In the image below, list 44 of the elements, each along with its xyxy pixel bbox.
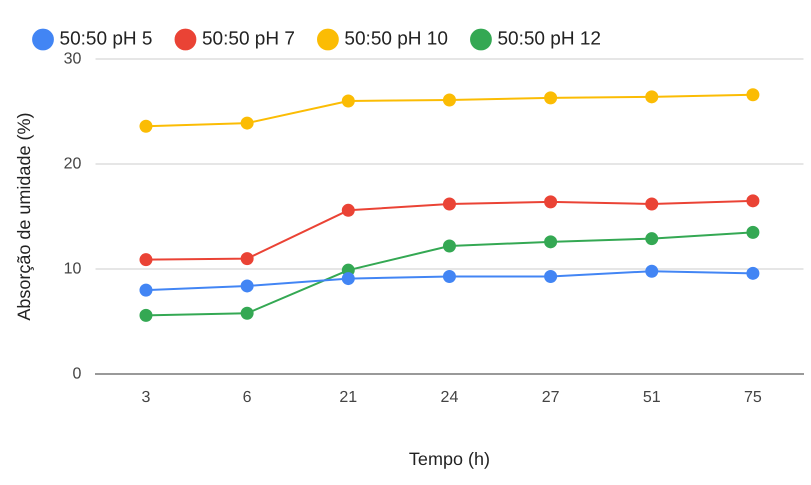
point bbox=[139, 308, 152, 322]
legend-label: 50:50 pH 5 bbox=[60, 28, 152, 50]
point bbox=[442, 197, 456, 210]
y-tick-label: 0 bbox=[72, 366, 82, 383]
point bbox=[442, 240, 456, 253]
point bbox=[342, 272, 355, 286]
point bbox=[240, 252, 254, 266]
x-tick-label: 75 bbox=[744, 389, 762, 406]
point bbox=[139, 253, 152, 266]
point bbox=[645, 197, 658, 210]
point bbox=[240, 116, 254, 130]
x-tick-label: 27 bbox=[542, 389, 560, 406]
point bbox=[746, 226, 760, 239]
point bbox=[139, 284, 152, 297]
point bbox=[746, 194, 760, 208]
point bbox=[342, 94, 355, 108]
y-tick-label: 20 bbox=[64, 155, 82, 172]
x-tick-label: 3 bbox=[142, 389, 151, 406]
point bbox=[442, 93, 456, 106]
x-tick-label: 21 bbox=[339, 389, 358, 406]
point bbox=[139, 120, 152, 133]
y-tick-label: 10 bbox=[64, 260, 82, 278]
y-axis-title: Absorção de umidade (%) bbox=[14, 112, 34, 321]
legend-label: 50:50 pH 7 bbox=[202, 28, 295, 50]
x-axis-title: Tempo (h) bbox=[408, 449, 490, 470]
point bbox=[544, 235, 558, 248]
x-tick-label: 24 bbox=[440, 389, 458, 406]
point bbox=[746, 266, 760, 280]
point bbox=[544, 91, 558, 104]
point bbox=[645, 264, 658, 278]
point bbox=[645, 90, 658, 104]
point bbox=[544, 270, 558, 283]
legend-label: 50:50 pH 10 bbox=[344, 28, 448, 50]
point bbox=[240, 279, 254, 292]
point bbox=[240, 306, 254, 320]
legend-label: 50:50 pH 12 bbox=[497, 28, 601, 50]
point bbox=[746, 88, 760, 102]
point bbox=[544, 195, 558, 208]
x-tick-label: 6 bbox=[242, 389, 252, 406]
point bbox=[442, 270, 456, 283]
x-tick-label: 51 bbox=[642, 389, 661, 406]
point bbox=[645, 232, 658, 246]
point bbox=[342, 204, 355, 217]
y-tick-label: 30 bbox=[64, 50, 82, 68]
